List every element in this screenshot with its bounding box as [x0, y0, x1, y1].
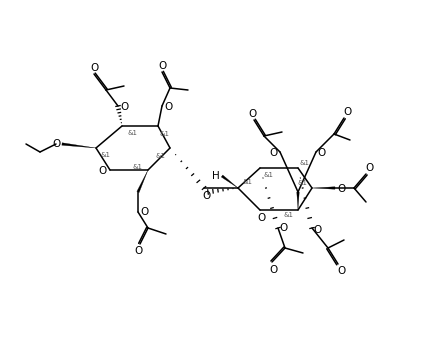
Text: O: O	[337, 184, 345, 194]
Text: O: O	[90, 63, 98, 73]
Polygon shape	[312, 187, 335, 189]
Text: O: O	[258, 213, 266, 223]
Text: O: O	[344, 107, 352, 117]
Text: O: O	[314, 225, 322, 235]
Text: O: O	[158, 61, 166, 71]
Text: &1: &1	[264, 172, 274, 178]
Text: &1: &1	[299, 160, 309, 166]
Text: O: O	[366, 163, 374, 173]
Text: &1: &1	[297, 180, 307, 186]
Polygon shape	[221, 175, 238, 188]
Text: O: O	[248, 109, 256, 119]
Text: O: O	[270, 148, 278, 158]
Text: H: H	[212, 171, 220, 181]
Text: &1: &1	[242, 179, 252, 185]
Text: &1: &1	[159, 131, 169, 137]
Text: &1: &1	[127, 130, 137, 136]
Text: O: O	[338, 266, 346, 276]
Text: O: O	[120, 102, 128, 112]
Text: &1: &1	[155, 153, 165, 159]
Polygon shape	[137, 170, 148, 192]
Text: &1: &1	[283, 212, 293, 218]
Text: O: O	[270, 265, 278, 275]
Text: O: O	[164, 102, 172, 112]
Polygon shape	[297, 192, 299, 210]
Polygon shape	[62, 143, 96, 148]
Text: O: O	[52, 139, 60, 149]
Text: O: O	[318, 148, 326, 158]
Text: &1: &1	[132, 164, 142, 170]
Text: O: O	[134, 246, 142, 256]
Text: O: O	[202, 191, 210, 201]
Text: O: O	[280, 223, 288, 233]
Text: &1: &1	[100, 152, 110, 158]
Text: O: O	[98, 166, 106, 176]
Text: O: O	[140, 207, 148, 217]
